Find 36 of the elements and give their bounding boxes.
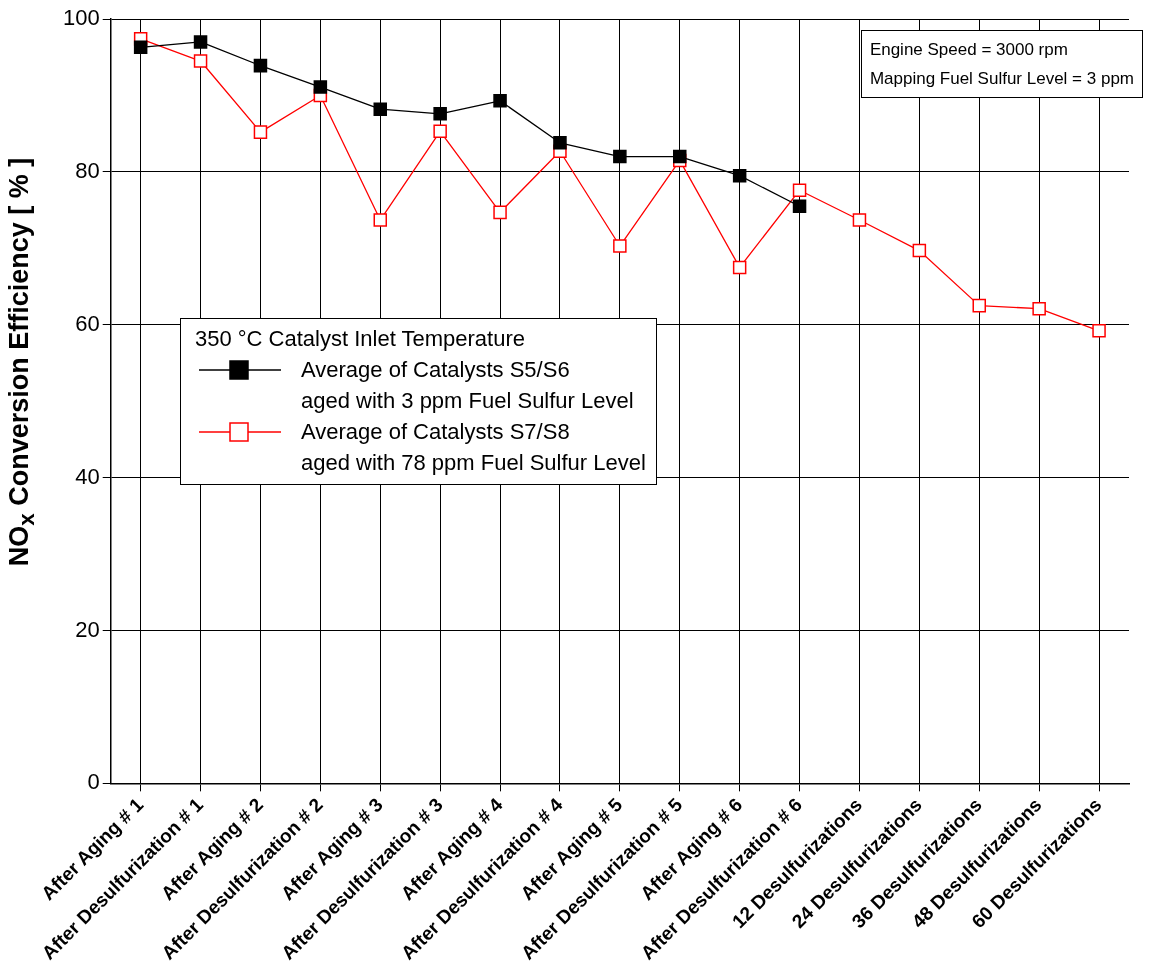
point [193,54,208,68]
point [433,107,447,121]
point [193,35,208,49]
point [972,298,987,313]
point [1092,324,1106,338]
y-tick-label: 20 [75,616,100,642]
legend-label: Average of Catalysts S7/S8 aged with 78 ppm Fuel Sulfur Level [301,418,646,477]
point [373,102,388,116]
point [253,58,268,73]
point [493,94,507,108]
point [133,40,148,55]
point [253,125,268,139]
point [493,205,507,220]
point [613,239,627,253]
y-tick-label: 60 [75,310,100,336]
point [613,149,627,164]
point [313,80,328,94]
point [732,168,747,183]
y-tick-label: 0 [87,769,100,795]
point [672,149,687,164]
y-tick-label: 80 [75,157,100,183]
annotation: Engine Speed = 3000 rpm [869,39,1069,61]
y-tick-label: 40 [75,463,100,489]
annotation: Mapping Fuel Sulfur Level = 3 ppm [869,68,1134,90]
point [912,243,927,258]
point [1032,301,1046,316]
legend-title: 350 °C Catalyst Inlet Temperature [195,325,526,353]
point [433,124,447,139]
point [553,136,567,150]
point [373,213,388,227]
point [852,213,867,227]
point [792,199,807,214]
y-tick-label: 100 [62,5,100,31]
legend-label: Average of Catalysts S5/S6 aged with 3 ppm Fuel Sulfur Level [301,356,634,415]
point [792,183,807,197]
point [732,260,747,275]
